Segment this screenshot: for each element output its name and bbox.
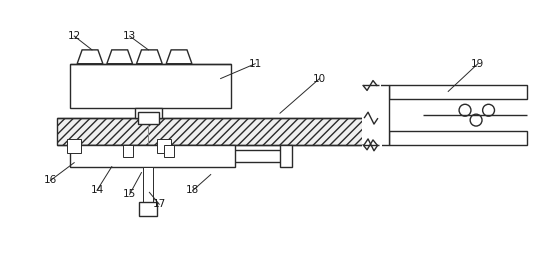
Polygon shape xyxy=(137,50,162,64)
Text: 10: 10 xyxy=(313,74,326,84)
Bar xyxy=(379,85,389,145)
Text: 15: 15 xyxy=(123,189,136,199)
Text: 11: 11 xyxy=(249,59,262,69)
Bar xyxy=(140,202,157,216)
Bar xyxy=(134,108,162,118)
Bar xyxy=(123,145,133,157)
Bar xyxy=(143,167,153,202)
Bar xyxy=(68,139,81,153)
Bar xyxy=(362,110,382,153)
Bar xyxy=(157,139,171,153)
Bar xyxy=(280,145,292,167)
Text: 13: 13 xyxy=(123,31,136,41)
Polygon shape xyxy=(166,50,192,64)
Polygon shape xyxy=(77,50,103,64)
Bar xyxy=(389,85,527,99)
Bar xyxy=(164,145,174,157)
Text: 19: 19 xyxy=(472,59,484,69)
Text: 16: 16 xyxy=(44,175,57,185)
Polygon shape xyxy=(107,50,133,64)
Bar xyxy=(70,64,230,108)
Text: 14: 14 xyxy=(90,185,104,195)
Bar xyxy=(57,118,364,145)
Bar xyxy=(70,145,235,167)
Text: 12: 12 xyxy=(68,31,81,41)
Text: 18: 18 xyxy=(186,185,200,195)
Text: 17: 17 xyxy=(153,199,166,209)
Bar xyxy=(389,131,527,145)
Bar xyxy=(367,78,381,153)
Bar xyxy=(137,112,159,124)
